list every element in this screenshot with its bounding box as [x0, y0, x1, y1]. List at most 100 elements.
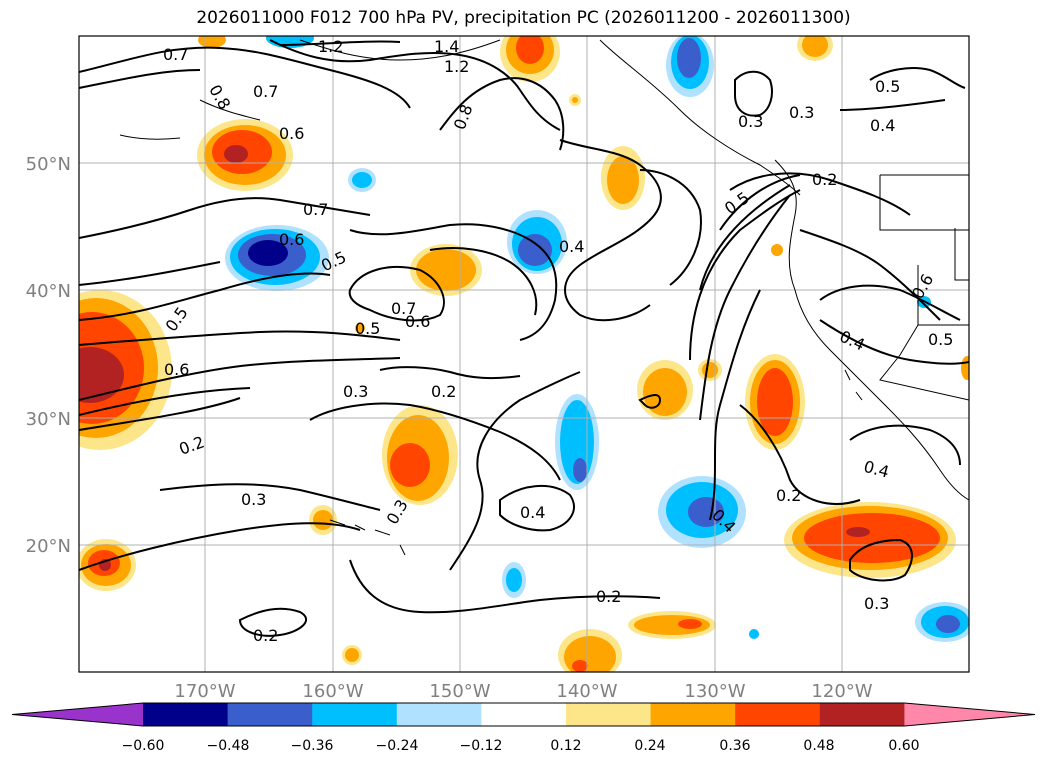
lat-label-40n: 40°N	[26, 281, 71, 302]
contour-label: 0.6	[164, 360, 189, 379]
precip-positive-area	[79, 539, 136, 591]
precip-negative-area	[348, 168, 376, 192]
colorbar-segment	[227, 703, 313, 726]
map-frame	[78, 35, 970, 673]
contour-label: 0.4	[837, 327, 868, 355]
precip-positive-area	[745, 354, 805, 450]
precip-positive-area	[558, 629, 622, 672]
contour-label: 0.4	[870, 116, 895, 135]
precip-positive-area	[628, 611, 716, 639]
precip-negative-area	[225, 225, 329, 291]
colorbar-segment	[650, 703, 736, 726]
colorbar-tick-label: −0.36	[291, 738, 334, 754]
contour-label: 0.5	[875, 77, 900, 96]
precip-negative-area	[915, 602, 969, 642]
precip-fills	[79, 36, 969, 672]
lon-label-160w: 160°W	[302, 681, 363, 702]
colorbar-segment	[396, 703, 482, 726]
contour-label: 0.3	[738, 112, 763, 131]
contour-label: 0.7	[391, 299, 416, 318]
colorbar-tick-labels: −0.60 −0.48 −0.36 −0.24 −0.12 0.12 0.24 …	[122, 738, 920, 754]
precip-positive-area	[342, 645, 362, 665]
contour-label: 0.2	[253, 626, 278, 645]
precip-negative-area	[749, 629, 759, 639]
precip-positive-area	[961, 356, 969, 380]
precip-negative-area	[666, 36, 714, 97]
precip-positive-area	[569, 94, 581, 106]
precip-positive-area	[355, 323, 365, 333]
colorbar-tick-label: −0.12	[460, 738, 503, 754]
contour-label: 0.7	[163, 45, 188, 64]
colorbar-extend-min	[12, 703, 143, 726]
precip-positive-area	[309, 505, 337, 535]
colorbar-tick-label: −0.24	[376, 738, 419, 754]
contour-label: 0.2	[776, 486, 801, 505]
contour-label: 0.3	[864, 594, 889, 613]
colorbar-segment	[566, 703, 652, 726]
lon-label-140w: 140°W	[556, 681, 617, 702]
contour-label: 0.8	[450, 102, 477, 132]
contour-label: 0.4	[559, 237, 584, 256]
contour-label: 0.5	[162, 303, 192, 335]
contour-label: 0.5	[355, 319, 380, 338]
contour-label: 0.5	[928, 330, 953, 349]
contour-label: 0.2	[431, 382, 456, 401]
colorbar-tick-label: 0.60	[888, 738, 919, 754]
colorbar-extend-max	[904, 703, 1035, 726]
lon-label-120w: 120°W	[811, 681, 872, 702]
lon-label-130w: 130°W	[684, 681, 745, 702]
precip-positive-area	[410, 244, 482, 296]
colorbar-outline	[11, 702, 1036, 727]
coastlines	[119, 39, 969, 556]
contour-label: 0.2	[177, 432, 207, 459]
contour-label: 0.8	[205, 81, 234, 113]
contour-label: 0.6	[279, 124, 304, 143]
colorbar-tick-label: 0.12	[550, 738, 581, 754]
contour-label: 0.6	[405, 312, 430, 331]
contour-label: 1.4	[434, 37, 459, 56]
contour-label: 0.7	[303, 200, 328, 219]
contour-label: 1.2	[318, 37, 343, 56]
contour-label: 0.5	[721, 188, 753, 218]
longitude-labels: 170°W 160°W 150°W 140°W 130°W 120°W	[174, 681, 872, 702]
pv-contours	[79, 39, 969, 637]
lon-label-150w: 150°W	[429, 681, 490, 702]
colorbar-segments	[11, 702, 1036, 727]
contour-label: 0.3	[343, 382, 368, 401]
precip-positive-area	[382, 405, 458, 505]
colorbar: −0.60 −0.48 −0.36 −0.24 −0.12 0.12 0.24 …	[11, 702, 1036, 754]
precip-positive-area	[698, 359, 722, 381]
contour-label: 0.2	[812, 170, 837, 189]
precip-positive-area	[637, 360, 693, 420]
colorbar-segment	[143, 703, 229, 726]
lon-label-170w: 170°W	[174, 681, 235, 702]
contour-label: 0.4	[520, 503, 545, 522]
colorbar-tick-label: −0.48	[207, 738, 250, 754]
colorbar-segment	[819, 703, 905, 726]
figure-title: 2026011000 F012 700 hPa PV, precipitatio…	[196, 8, 851, 28]
contour-label: 0.6	[908, 271, 937, 303]
lat-label-50n: 50°N	[26, 154, 71, 175]
precip-positive-area	[771, 244, 783, 256]
precip-negative-area	[507, 210, 567, 274]
precip-positive-area	[784, 502, 956, 578]
graticule	[79, 36, 969, 672]
contour-label: 0.3	[789, 103, 814, 122]
colorbar-tick-label: −0.60	[122, 738, 165, 754]
lat-label-20n: 20°N	[26, 536, 71, 557]
latitude-labels: 50°N 40°N 30°N 20°N	[26, 154, 71, 557]
contour-label: 0.7	[253, 82, 278, 101]
colorbar-tick-label: 0.48	[803, 738, 834, 754]
colorbar-segment	[312, 703, 398, 726]
precip-negative-area	[658, 476, 746, 548]
contour-label: 1.2	[444, 57, 469, 76]
precip-negative-area	[555, 394, 599, 490]
contour-label: 0.4	[862, 457, 892, 482]
lat-label-30n: 30°N	[26, 409, 71, 430]
contour-label: 0.2	[596, 587, 621, 606]
precip-positive-area	[500, 36, 560, 82]
colorbar-tick-label: 0.24	[634, 738, 665, 754]
colorbar-segment	[481, 703, 567, 726]
